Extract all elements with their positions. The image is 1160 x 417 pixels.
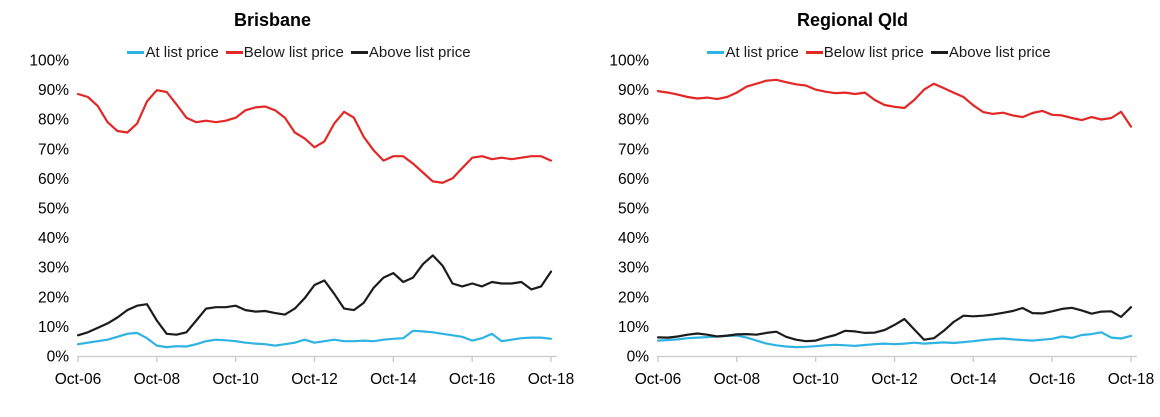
series-line-above-list-price xyxy=(76,254,553,337)
x-tick-label: Oct-14 xyxy=(370,371,417,388)
x-tick-label: Oct-08 xyxy=(134,371,181,388)
plot-area: Oct-06 Oct-08 Oct-10 Oct-12 Oct-14 Oct-16 Oct-… xyxy=(29,53,575,389)
x-tick-label: Oct-10 xyxy=(212,371,259,388)
x-tick-label: Oct-16 xyxy=(449,371,496,388)
x-tick-label: Oct-06 xyxy=(635,371,682,388)
y-tick-label: 0% xyxy=(627,349,650,366)
series-line-below-list-price xyxy=(76,89,553,184)
legend-label: At list price xyxy=(145,44,219,61)
plot-area: Oct-06 Oct-08 Oct-10 Oct-12 Oct-14 Oct-16 Oct-… xyxy=(609,53,1155,389)
chart-title: Regional Qld xyxy=(796,10,908,30)
x-tick-label: Oct-08 xyxy=(714,371,761,388)
line-swatch-icon xyxy=(707,51,725,54)
x-tick-label: Oct-18 xyxy=(1108,371,1155,388)
line-swatch-icon xyxy=(225,51,243,54)
line-swatch-icon xyxy=(127,51,145,54)
line-swatch-icon xyxy=(930,51,948,54)
y-tick-label: 0% xyxy=(47,349,70,366)
legend-label: Above list price xyxy=(368,44,471,61)
line-swatch-icon xyxy=(805,51,823,54)
series-line-below-list-price xyxy=(656,78,1133,128)
y-tick-label: 70% xyxy=(618,141,649,158)
y-tick-label: 20% xyxy=(38,289,69,306)
legend-label: Below list price xyxy=(243,44,344,61)
y-tick-label: 80% xyxy=(38,112,69,129)
line-swatch-icon xyxy=(350,51,368,54)
x-tick-label: Oct-12 xyxy=(291,371,338,388)
y-tick-label: 100% xyxy=(609,53,649,70)
chart-brisbane: Brisbane At list price Below list price … xyxy=(0,10,580,389)
y-tick-label: 100% xyxy=(29,53,69,70)
legend-item-at-list-price: At list price xyxy=(707,44,799,61)
x-tick-label: Oct-16 xyxy=(1029,371,1076,388)
y-tick-label: 60% xyxy=(618,171,649,188)
x-tick-label: Oct-06 xyxy=(55,371,102,388)
series-line-at-list-price xyxy=(656,331,1133,349)
y-tick-label: 80% xyxy=(618,112,649,129)
series-line-above-list-price xyxy=(656,306,1133,343)
y-tick-label: 30% xyxy=(618,260,649,277)
y-tick-label: 70% xyxy=(38,141,69,158)
chart-title: Brisbane xyxy=(233,10,312,30)
legend-item-above-list-price: Above list price xyxy=(930,44,1051,61)
legend-item-below-list-price: Below list price xyxy=(225,44,344,61)
y-tick-label: 50% xyxy=(618,201,649,218)
legend: At list price Below list price Above lis… xyxy=(580,44,1160,61)
x-tick-label: Oct-10 xyxy=(792,371,839,388)
legend-item-at-list-price: At list price xyxy=(127,44,219,61)
legend-label: At list price xyxy=(725,44,799,61)
x-tick-label: Oct-18 xyxy=(528,371,575,388)
legend: At list price Below list price Above lis… xyxy=(0,44,580,61)
y-tick-label: 40% xyxy=(38,230,69,247)
x-tick-label: Oct-12 xyxy=(871,371,918,388)
legend-item-below-list-price: Below list price xyxy=(805,44,924,61)
legend-item-above-list-price: Above list price xyxy=(350,44,471,61)
y-tick-label: 90% xyxy=(618,82,649,99)
x-tick-label: Oct-14 xyxy=(950,371,997,388)
y-tick-label: 40% xyxy=(618,230,649,247)
y-tick-label: 10% xyxy=(618,319,649,336)
y-tick-label: 10% xyxy=(38,319,69,336)
y-tick-label: 50% xyxy=(38,201,69,218)
legend-label: Above list price xyxy=(948,44,1051,61)
series-line-at-list-price xyxy=(76,329,553,349)
y-tick-label: 20% xyxy=(618,289,649,306)
y-tick-label: 30% xyxy=(38,260,69,277)
y-tick-label: 90% xyxy=(38,82,69,99)
chart-regional-qld: Regional Qld At list price Below list pr… xyxy=(580,0,1160,417)
legend-label: Below list price xyxy=(823,44,924,61)
y-tick-label: 60% xyxy=(38,171,69,188)
